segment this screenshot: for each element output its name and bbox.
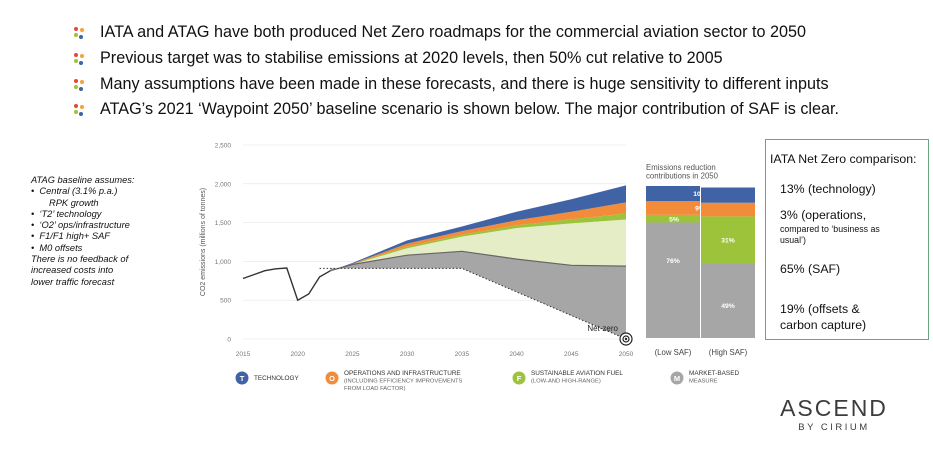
iata-operations-note: compared to ‘business as xyxy=(780,224,880,234)
bullet-dots-icon xyxy=(74,78,84,91)
bullet-item: IATA and ATAG have both produced Net Zer… xyxy=(72,20,839,46)
x-tick-label: 2050 xyxy=(619,351,634,358)
bar-segment-label: 10% xyxy=(693,191,707,198)
legend-letter: T xyxy=(240,374,245,383)
legend-marker xyxy=(235,371,249,385)
bar-segment xyxy=(646,186,700,202)
assumptions-footer: increased costs into xyxy=(31,265,114,276)
y-tick-label: 1,000 xyxy=(215,259,232,266)
x-tick-label: 2030 xyxy=(400,351,415,358)
legend-label: MARKET-BASED xyxy=(689,370,739,377)
y-tick-label: 1,500 xyxy=(215,220,232,227)
ascend-logo: ASCEND BY CIRIUM xyxy=(779,395,889,434)
legend-label: MEASURE xyxy=(689,379,718,385)
assumption-item: • ‘T2’ technology xyxy=(31,208,102,219)
bar-segment xyxy=(701,202,755,217)
iata-box-title: IATA Net Zero comparison: xyxy=(770,152,917,166)
y-tick-label: 2,000 xyxy=(215,181,232,188)
bullet-dots-icon xyxy=(74,104,84,117)
x-tick-label: 2035 xyxy=(455,351,470,358)
bar-segment-label: 31% xyxy=(721,237,735,244)
legend-label: (LOW-AND HIGH-RANGE) xyxy=(531,379,601,385)
bar-category-label: (Low SAF) xyxy=(655,348,692,357)
y-tick-label: 0 xyxy=(227,337,231,344)
legend-label: OPERATIONS AND INFRASTRUCTURE xyxy=(344,370,461,377)
bullet-dots-icon xyxy=(74,27,84,39)
x-tick-label: 2015 xyxy=(236,351,251,358)
assumption-item: • Central (3.1% p.a.) xyxy=(31,186,118,197)
iata-operations: 3% (operations, xyxy=(780,208,867,222)
saf-high-range-area xyxy=(330,219,626,271)
bullet-item: Many assumptions have been made in these… xyxy=(72,72,839,98)
legend-label: (INCLUDING EFFICIENCY IMPROVEMENTS xyxy=(344,379,463,385)
historical-line xyxy=(242,267,331,302)
y-tick-label: 500 xyxy=(220,298,231,305)
market-line xyxy=(330,250,627,272)
legend-label: FROM LOAD FACTOR) xyxy=(344,386,405,392)
technology-area xyxy=(330,185,626,271)
y-tick-label: 2,500 xyxy=(215,143,232,150)
assumption-item: • ‘O2’ ops/infrastructure xyxy=(31,220,130,231)
legend-marker xyxy=(670,371,684,385)
iata-technology: 13% (technology) xyxy=(780,182,876,196)
bar-chart-title: Emissions reduction xyxy=(646,163,716,172)
bar-category-label: (High SAF) xyxy=(709,348,748,357)
bar-segment xyxy=(701,187,755,203)
x-tick-label: 2025 xyxy=(345,351,360,358)
bullet-list: IATA and ATAG have both produced Net Zer… xyxy=(72,20,839,123)
bar-segment xyxy=(701,263,755,338)
saf-area xyxy=(330,213,626,271)
legend-letter: M xyxy=(674,374,680,383)
bullet-text: IATA and ATAG have both produced Net Zer… xyxy=(100,23,807,41)
assumptions-heading: ATAG baseline assumes: xyxy=(31,175,135,185)
bar-segment xyxy=(646,214,700,223)
iata-offsets: carbon capture) xyxy=(780,318,867,332)
bar-segment-label: 76% xyxy=(666,258,680,265)
bar-segment-label: 49% xyxy=(721,303,735,310)
legend-letter: O xyxy=(329,374,335,383)
bar-chart-title: contributions in 2050 xyxy=(646,172,719,181)
target-icon-dot xyxy=(624,337,628,341)
net-zero-label: Net-zero xyxy=(587,324,618,333)
legend-marker xyxy=(325,371,339,385)
x-tick-label: 2020 xyxy=(290,351,305,358)
assumptions-footer: lower traffic forecast xyxy=(31,276,115,287)
legend-label: TECHNOLOGY xyxy=(254,375,299,382)
x-tick-label: 2040 xyxy=(509,351,524,358)
y-axis-label: CO2 emissions (millions of tonnes) xyxy=(200,188,207,296)
operations-area xyxy=(330,202,626,271)
x-tick-label: 2045 xyxy=(564,351,579,358)
legend-marker xyxy=(512,371,526,385)
assumptions-note: ATAG baseline assumes: • Central (3.1% p… xyxy=(31,175,201,288)
bar-segment xyxy=(646,201,700,215)
assumption-item: • F1/F1 high+ SAF xyxy=(31,231,110,242)
bullet-text: ATAG’s 2021 ‘Waypoint 2050’ baseline sce… xyxy=(100,100,840,119)
assumptions-footer: There is no feedback of xyxy=(31,254,129,265)
iata-offsets: 19% (offsets & xyxy=(780,302,860,316)
bullet-item: Previous target was to stabilise emissio… xyxy=(72,46,839,72)
bar-segment-label: 5% xyxy=(669,217,679,224)
market-based-area xyxy=(330,251,626,339)
bullet-text: Previous target was to stabilise emissio… xyxy=(100,48,723,67)
bar-segment xyxy=(701,216,755,264)
logo-subtitle: BY CIRIUM xyxy=(798,422,870,433)
bar-segment-label: 9% xyxy=(695,206,705,213)
iata-saf: 65% (SAF) xyxy=(780,262,841,276)
assumption-item: RPK growth xyxy=(49,197,99,208)
bullet-item: ATAG’s 2021 ‘Waypoint 2050’ baseline sce… xyxy=(72,97,839,123)
bar-segment xyxy=(646,222,700,338)
bullet-text: Many assumptions have been made in these… xyxy=(100,74,829,93)
assumption-item: • M0 offsets xyxy=(31,242,83,253)
iata-operations-note: usual’) xyxy=(780,235,806,245)
iata-comparison-box: IATA Net Zero comparison: 13% (technolog… xyxy=(765,139,929,340)
legend-letter: F xyxy=(517,374,522,383)
bullet-dots-icon xyxy=(74,52,84,65)
legend-label: SUSTAINABLE AVIATION FUEL xyxy=(531,370,623,377)
logo-wordmark: ASCEND xyxy=(780,395,888,421)
